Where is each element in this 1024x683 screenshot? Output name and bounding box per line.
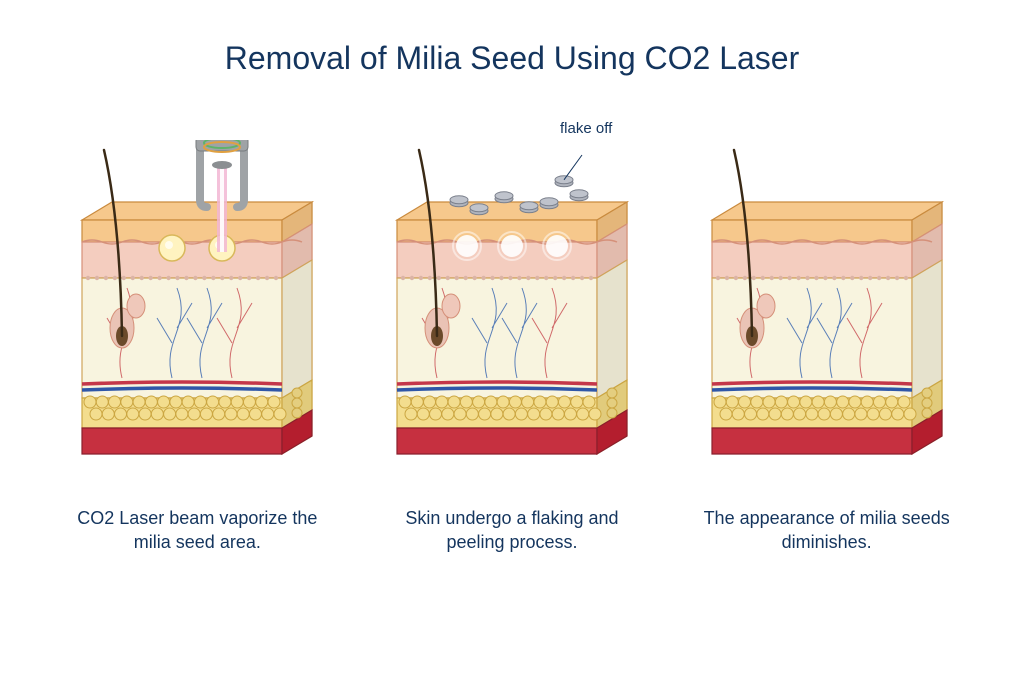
panel-laser: CO2 Laser beam vaporize the milia seed a… [47,140,347,555]
caption-clear: The appearance of milia seeds diminishes… [697,506,957,555]
flake-off-annotation: flake off [560,120,612,137]
panel-flaking: Skin undergo a flaking and peeling proce… [362,140,662,555]
diagram-panels: CO2 Laser beam vaporize the milia seed a… [0,140,1024,555]
flake-off-label: flake off [560,120,612,137]
skin-block-clear [707,140,947,482]
skin-block-laser [77,140,317,482]
skin-block-flaking [392,140,632,482]
caption-flaking: Skin undergo a flaking and peeling proce… [382,506,642,555]
title-text: Removal of Milia Seed Using CO2 Laser [225,40,799,76]
page-title: Removal of Milia Seed Using CO2 Laser [0,40,1024,77]
caption-laser: CO2 Laser beam vaporize the milia seed a… [67,506,327,555]
panel-clear: The appearance of milia seeds diminishes… [677,140,977,555]
